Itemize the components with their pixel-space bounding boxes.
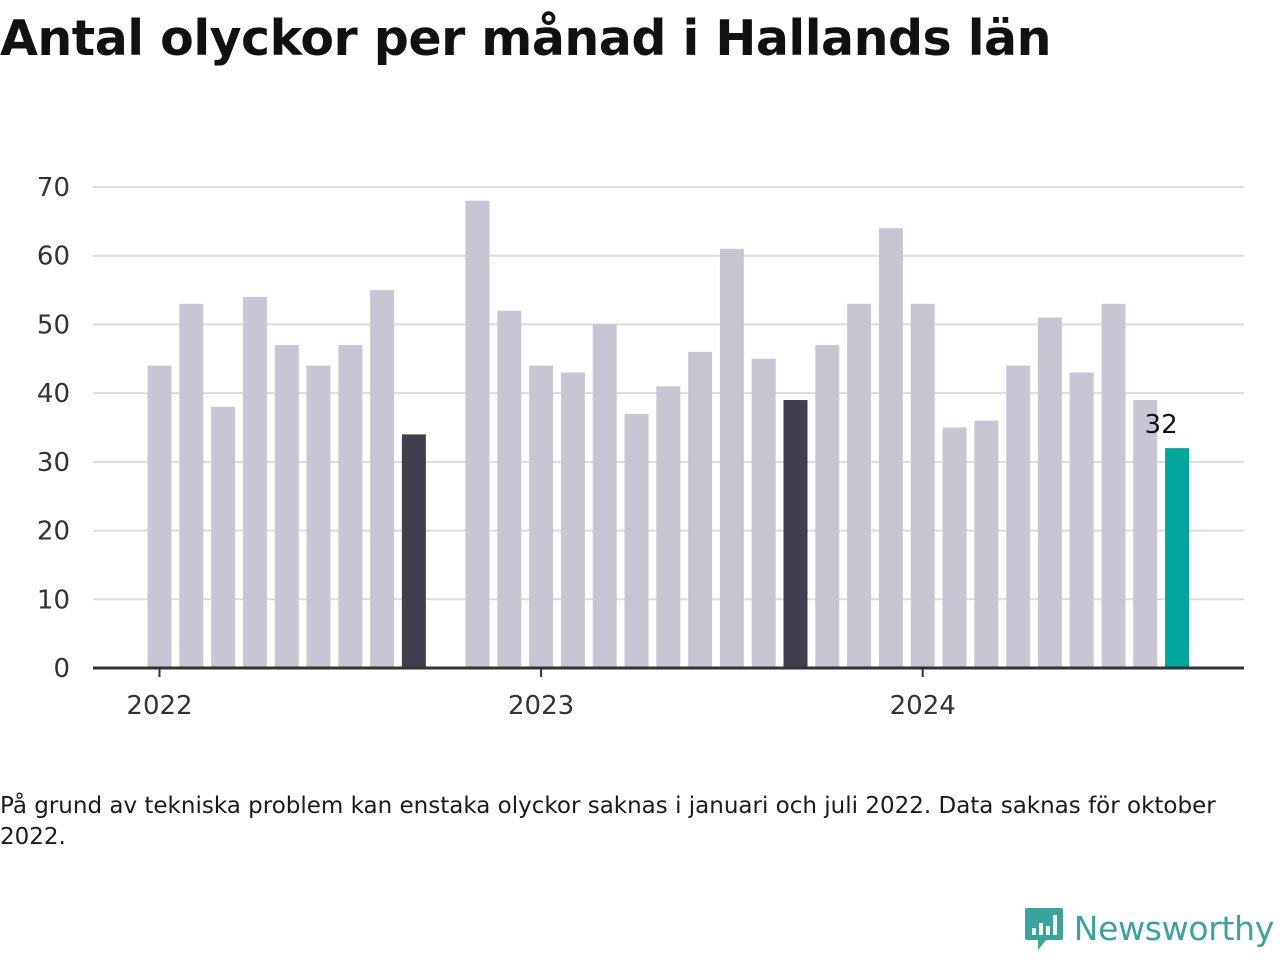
bar-2022-09: [401, 434, 426, 668]
chart-title: Antal olyckor per månad i Hallands län: [0, 10, 1052, 67]
bar-2023-12: [878, 228, 903, 668]
bar-2023-04: [624, 413, 649, 668]
bar-2022-04: [242, 296, 267, 668]
brand-logo: Newsworthy: [1024, 904, 1274, 952]
bar-2023-07: [719, 248, 744, 668]
footnote: På grund av tekniska problem kan enstaka…: [0, 793, 1216, 850]
bar-2022-05: [274, 345, 299, 668]
bar-2024-02: [942, 427, 967, 668]
bar-2023-05: [656, 386, 681, 668]
y-tick-label-10: 10: [37, 585, 70, 615]
bar-2023-08: [751, 358, 776, 668]
bar-2022-11: [465, 200, 490, 668]
bar-2023-09: [783, 400, 808, 668]
bar-2022-08: [370, 290, 395, 668]
bar-2024-01: [910, 303, 935, 668]
bar-2023-03: [592, 324, 617, 668]
bar-2022-03: [211, 406, 236, 668]
x-tick-label-2024: 2024: [890, 691, 956, 721]
bar-2024-07: [1101, 303, 1126, 668]
bar-2022-06: [306, 365, 331, 668]
bar-2024-08: [1133, 400, 1158, 668]
bars: [147, 200, 1190, 668]
bar-2022-01: [147, 365, 172, 668]
y-tick-label-20: 20: [37, 517, 70, 547]
bar-2022-12: [497, 310, 522, 668]
bar-2023-11: [847, 303, 872, 668]
y-tick-label-30: 30: [37, 448, 70, 478]
bar-2024-04: [1006, 365, 1031, 668]
bar-2023-01: [529, 365, 554, 668]
data-label-2024-09: 32: [1145, 410, 1178, 440]
y-tick-label-40: 40: [37, 379, 70, 409]
bar-2023-06: [688, 351, 713, 668]
y-tick-label-50: 50: [37, 310, 70, 340]
y-tick-label-70: 70: [37, 173, 70, 203]
x-axis-ticks: 2022 2023 2024: [126, 668, 956, 721]
newsworthy-logo-icon: [1024, 908, 1063, 950]
bar-2023-02: [560, 372, 585, 668]
bar-chart: 0 10 20 30 40 50 60 70 32 2022 2023 2024: [37, 173, 1244, 721]
bar-2024-06: [1069, 372, 1094, 668]
bar-2024-03: [974, 420, 999, 668]
y-tick-label-0: 0: [53, 654, 70, 684]
bar-2023-10: [815, 345, 840, 668]
bar-2022-02: [179, 303, 204, 668]
bar-2022-07: [338, 345, 363, 668]
x-tick-label-2022: 2022: [126, 691, 192, 721]
y-tick-label-60: 60: [37, 242, 70, 272]
data-labels: 32: [1145, 410, 1178, 440]
x-tick-label-2023: 2023: [508, 691, 574, 721]
bar-2024-09: [1165, 448, 1190, 668]
brand-name: Newsworthy: [1073, 908, 1275, 948]
bar-2024-05: [1037, 317, 1062, 668]
y-axis-tick-labels: 0 10 20 30 40 50 60 70: [37, 173, 70, 684]
